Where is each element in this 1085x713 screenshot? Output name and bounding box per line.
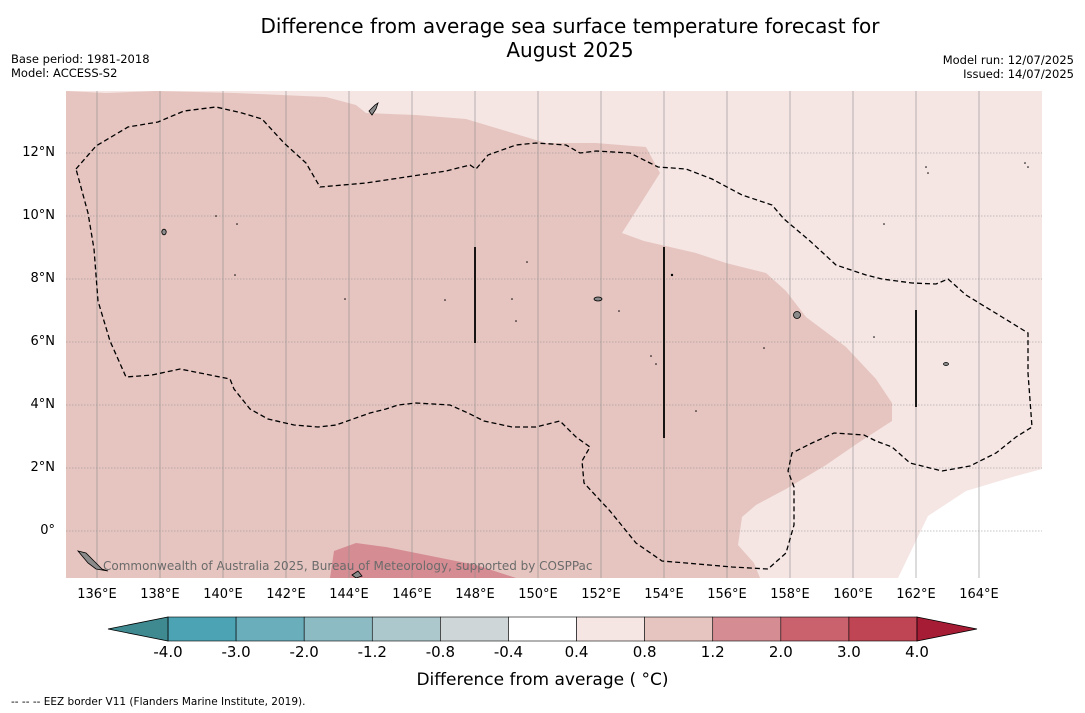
map-title: Difference from average sea surface temp… [170, 14, 970, 62]
pohnpei-island [793, 311, 801, 319]
model-info: Base period: 1981-2018 Model: ACCESS-S2 [11, 52, 150, 80]
lon-label: 156°E [707, 587, 747, 602]
lat-label: 2°N [30, 460, 56, 475]
colorbar-tick-label: -4.0 [153, 643, 183, 661]
colorbar-cell [440, 616, 509, 642]
guam-island [368, 102, 379, 116]
colorbar-tick-label: -0.4 [493, 643, 524, 661]
title-line-1: Difference from average sea surface temp… [260, 14, 880, 38]
anomaly-region-neutral [898, 469, 1042, 578]
eez-borders [75, 106, 1033, 570]
colorbar-title: Difference from average ( °C) [416, 670, 669, 690]
lon-label: 152°E [581, 587, 621, 602]
lon-label: 158°E [770, 587, 810, 602]
colorbar-cell [167, 616, 237, 642]
colorbar-under-arrow [107, 616, 169, 642]
lat-label: 12°N [22, 145, 55, 160]
colorbar-cell [371, 616, 441, 642]
lat-label: 8°N [30, 271, 56, 286]
colorbar-cell [303, 616, 373, 642]
lon-label: 144°E [329, 587, 369, 602]
atolls [215, 162, 1029, 412]
chuuk-island [593, 296, 603, 302]
lon-label: 138°E [140, 587, 180, 602]
lon-label: 164°E [959, 587, 999, 602]
lat-label: 10°N [22, 208, 55, 223]
lat-label: 4°N [30, 397, 56, 412]
model-run-date: Model run: 12/07/2025 [942, 53, 1074, 67]
map-credit: Commonwealth of Australia 2025, Bureau o… [103, 559, 593, 573]
lon-label: 162°E [896, 587, 936, 602]
colorbar-tick-label: -3.0 [221, 643, 251, 661]
colorbar-cell [508, 616, 577, 642]
colorbar-tick-label: -0.8 [425, 643, 455, 661]
lat-label: 0° [40, 523, 55, 538]
lon-label: 140°E [203, 587, 243, 602]
maritime-boundary-lines [474, 247, 917, 438]
kosrae-island [943, 362, 949, 366]
title-line-2: August 2025 [506, 38, 634, 62]
colorbar-tick-label: 0.8 [632, 643, 657, 661]
lon-label: 148°E [455, 587, 495, 602]
issued-date: Issued: 14/07/2025 [963, 67, 1074, 81]
lon-label: 150°E [518, 587, 558, 602]
colorbar-tick-label: 3.0 [836, 643, 861, 661]
lon-label: 154°E [644, 587, 684, 602]
colorbar-cell [235, 616, 305, 642]
sst-anomaly-map [66, 91, 1042, 578]
colorbar-over-arrow [916, 616, 978, 642]
colorbar-tick-label: 1.2 [700, 643, 725, 661]
eez-legend: -- -- -- EEZ border V11 (Flanders Marine… [11, 696, 306, 708]
model-name: Model: ACCESS-S2 [11, 66, 118, 80]
new-guinea-coast [76, 550, 109, 572]
colorbar-cell [576, 616, 645, 642]
colorbar-tick-label: -1.2 [357, 643, 387, 661]
colorbar-tick-label: 0.4 [564, 643, 589, 661]
lon-label: 160°E [833, 587, 873, 602]
islet-south [351, 570, 363, 578]
colorbar-cell [780, 616, 850, 642]
lon-label: 146°E [392, 587, 432, 602]
run-info: Model run: 12/07/2025 Issued: 14/07/2025 [943, 53, 1074, 81]
islands [76, 102, 949, 578]
lon-label: 136°E [77, 587, 117, 602]
lon-label: 142°E [266, 587, 306, 602]
colorbar-cell [848, 616, 918, 642]
map-latitude-lines [66, 152, 1042, 532]
anomaly-region-1-2-2-0 [330, 543, 516, 578]
colorbar-tick-label: -2.0 [289, 643, 319, 661]
map-canvas [66, 91, 1042, 578]
base-period: Base period: 1981-2018 [11, 52, 150, 66]
anomaly-region-0-8-1-2 [66, 91, 892, 578]
colorbar-cell [644, 616, 714, 642]
colorbar-tick-label: 4.0 [905, 643, 929, 661]
colorbar-tick-label: 2.0 [768, 643, 793, 661]
lat-label: 6°N [30, 334, 56, 349]
ulithi-island [161, 228, 167, 236]
colorbar-cell [712, 616, 782, 642]
colorbar-cells [167, 616, 918, 642]
